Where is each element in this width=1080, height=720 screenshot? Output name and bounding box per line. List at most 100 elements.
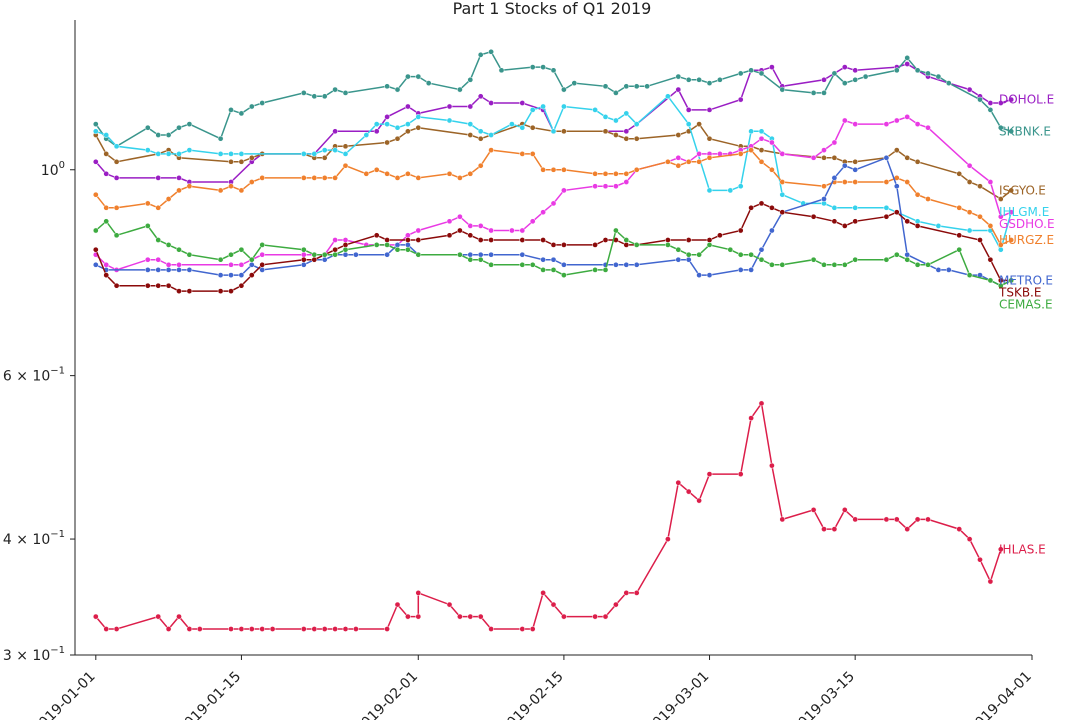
data-point [332,246,338,253]
data-point [831,154,838,161]
series-label: METRO.E [999,273,1053,287]
data-point [633,135,640,142]
data-point [613,90,619,96]
data-point [467,170,474,177]
data-point [758,256,765,263]
data-point [113,626,120,632]
data-point [737,70,744,77]
data-point [415,613,422,620]
data-point [623,242,630,248]
series-label: DOHOL.E [999,93,1054,107]
data-point [488,48,494,55]
data-point [311,256,318,263]
data-point [103,151,110,157]
data-point [550,67,557,74]
series-layer [92,48,1015,632]
data-point [810,507,817,513]
data-point [841,507,848,513]
data-point [477,128,484,135]
data-point [373,128,380,135]
data-point [353,626,359,632]
data-point [238,626,245,632]
data-point [155,204,162,211]
data-point [332,175,338,181]
data-point [488,227,494,234]
data-point [228,183,234,190]
data-point [415,251,422,258]
data-point [769,261,775,268]
data-point [665,242,671,248]
data-point [852,218,859,225]
data-point [103,218,110,225]
data-point [519,151,526,157]
data-point [914,158,921,165]
data-point [384,242,390,248]
data-point [623,83,630,90]
data-point [321,154,328,161]
data-point [238,110,245,117]
data-point [893,183,900,190]
data-point [696,151,702,157]
data-point [477,251,484,258]
data-point [321,93,328,100]
data-point [529,218,536,225]
data-point [467,76,474,83]
data-point [103,261,110,268]
data-point [550,166,557,173]
data-point [665,536,671,542]
data-point [883,516,890,523]
data-point [529,261,536,268]
data-point [602,170,609,177]
data-point [758,70,765,77]
data-point [300,175,307,181]
data-point [529,124,536,131]
data-point [633,261,640,268]
data-point [311,251,318,258]
data-point [841,223,848,229]
data-point [311,626,318,632]
data-point [987,277,994,284]
series-skbnk-e [92,48,1015,150]
data-point [467,251,474,258]
data-point [602,183,609,190]
data-point [727,187,734,194]
data-point [394,246,401,253]
data-point [176,613,182,620]
data-point [217,151,224,157]
data-point [561,166,567,173]
series-label: SKBNK.E [999,124,1051,138]
data-point [217,272,224,278]
data-point [529,64,536,70]
data-point [977,213,983,220]
data-point [540,590,546,596]
data-point [467,103,474,110]
data-point [914,191,921,198]
data-point [696,272,702,278]
data-point [488,237,494,243]
data-point [405,246,411,253]
data-point [405,121,411,127]
data-point [748,251,754,258]
data-point [342,246,349,253]
data-point [405,128,411,135]
data-point [779,209,786,216]
data-point [248,179,255,185]
data-point [769,139,775,146]
data-point [644,83,650,90]
data-point [966,272,973,278]
data-point [540,209,546,216]
data-point [540,166,546,173]
data-point [92,246,99,253]
data-point [540,64,546,70]
data-point [821,90,827,96]
data-point [342,251,349,258]
data-point [633,121,640,127]
data-point [779,516,786,523]
data-point [217,187,224,194]
data-point [675,162,682,169]
data-point [321,251,328,258]
data-point [592,183,598,190]
data-point [311,175,318,181]
data-point [893,147,900,153]
data-point [779,191,786,198]
